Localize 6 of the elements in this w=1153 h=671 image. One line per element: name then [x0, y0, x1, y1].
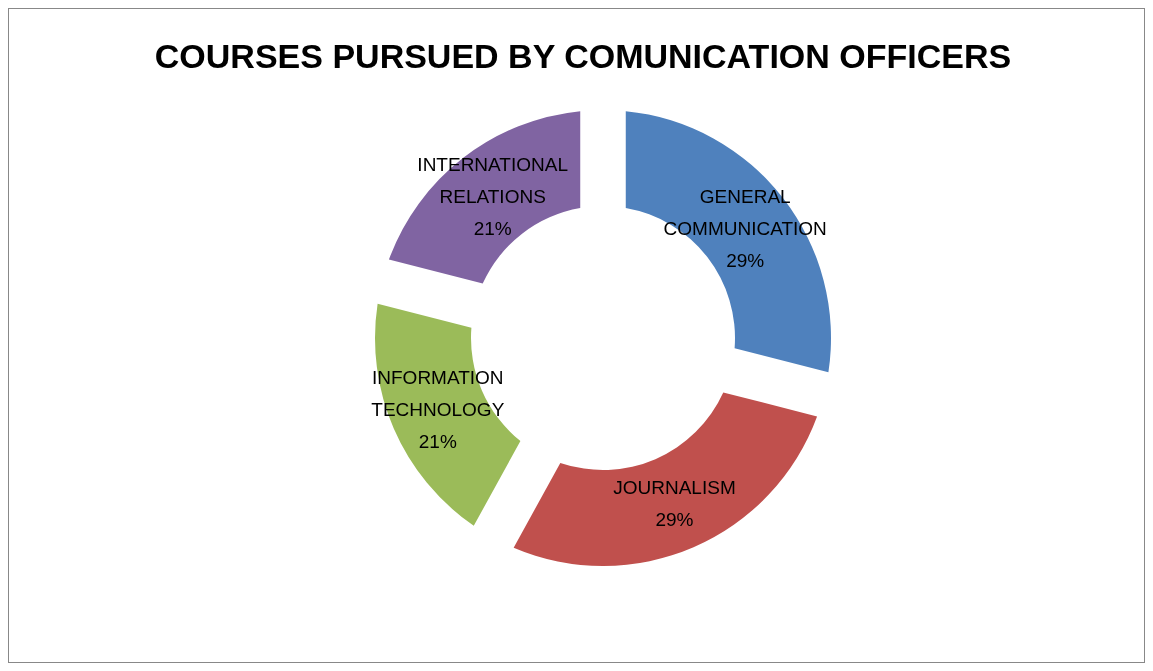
data-label: 29% [726, 249, 765, 271]
data-label: 21% [473, 217, 512, 239]
data-label: 21% [418, 431, 457, 453]
chart-title: COURSES PURSUED BY COMUNICATION OFFICERS [154, 37, 1012, 75]
slice-label: JOURNALISM [613, 477, 736, 499]
data-label: 29% [655, 509, 694, 531]
